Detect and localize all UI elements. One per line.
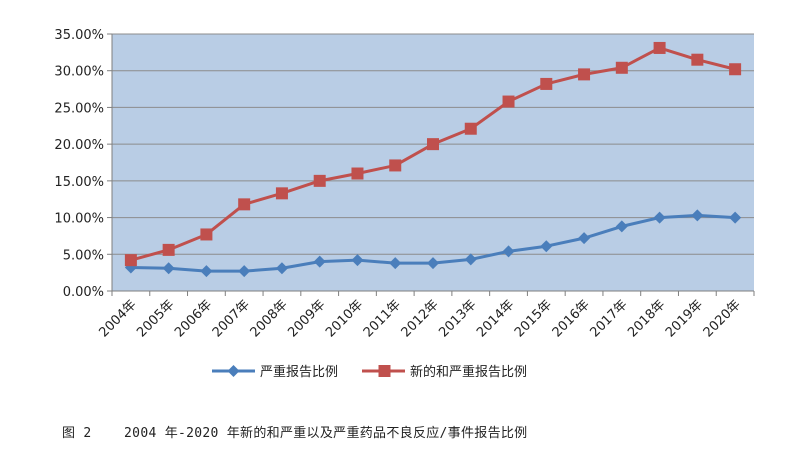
data-point-series-1 <box>313 255 326 268</box>
x-tick-label: 2019年 <box>663 297 706 340</box>
x-tick-label: 2011年 <box>361 297 404 340</box>
data-point-series-2 <box>275 187 288 200</box>
data-point-series-2 <box>389 159 402 172</box>
legend-label-series-2: 新的和严重报告比例 <box>410 364 527 380</box>
x-tick-label: 2012年 <box>399 297 442 340</box>
data-point-series-2 <box>238 198 251 211</box>
data-point-series-1 <box>275 262 288 275</box>
y-axis-ticks: 0.00% 5.00% 10.00% 15.00% 20.00% 25.00% 30.00%… <box>54 28 112 300</box>
data-point-series-1 <box>578 232 591 245</box>
data-point-series-2 <box>653 41 666 54</box>
x-tick-label: 2020年 <box>701 297 744 340</box>
x-tick-label: 2014年 <box>474 297 517 340</box>
data-point-series-1 <box>351 254 364 267</box>
data-point-series-1 <box>427 257 439 270</box>
y-tick-label: 5.00% <box>63 248 104 263</box>
figure-caption: 图 2 2004 年-2020 年新的和严重以及严重药品不良反应/事件报告比例 <box>62 426 528 441</box>
x-tick-label: 2005年 <box>134 297 177 340</box>
data-point-series-1 <box>653 211 666 224</box>
legend-label-series-1: 严重报告比例 <box>260 364 338 380</box>
x-tick-label: 2010年 <box>323 297 366 340</box>
data-point-series-2 <box>200 228 213 241</box>
data-point-series-2 <box>313 174 326 187</box>
data-point-series-2 <box>427 138 439 151</box>
x-tick-label: 2006年 <box>172 297 215 340</box>
data-point-series-2 <box>464 122 477 135</box>
x-tick-label: 2007年 <box>210 297 253 340</box>
data-point-series-1 <box>729 211 742 224</box>
x-axis-ticks: 2004年2005年2006年2007年2008年2009年2010年2011年… <box>97 291 755 340</box>
x-tick-label: 2017年 <box>587 297 630 340</box>
y-tick-label: 35.00% <box>54 28 104 43</box>
x-tick-label: 2008年 <box>248 297 291 340</box>
x-tick-label: 2015年 <box>512 297 555 340</box>
data-point-series-1 <box>200 265 213 278</box>
data-point-series-2 <box>351 167 364 180</box>
data-point-series-1 <box>615 220 628 233</box>
y-tick-label: 25.00% <box>54 101 104 116</box>
x-tick-label: 2016年 <box>550 297 593 340</box>
y-tick-label: 15.00% <box>54 175 104 190</box>
data-point-series-2 <box>578 68 591 81</box>
data-point-series-1 <box>540 240 553 253</box>
x-tick-label: 2009年 <box>285 297 328 340</box>
legend: 严重报告比例 新的和严重报告比例 <box>212 364 527 380</box>
data-point-series-2 <box>691 53 704 66</box>
data-point-series-1 <box>238 265 251 278</box>
y-tick-label: 30.00% <box>54 65 104 80</box>
data-point-series-1 <box>162 262 175 275</box>
data-point-series-1 <box>502 245 515 258</box>
series-group <box>124 41 742 278</box>
data-point-series-2 <box>615 61 628 74</box>
y-tick-label: 20.00% <box>54 138 104 153</box>
x-tick-label: 2013年 <box>436 297 479 340</box>
data-point-series-1 <box>464 253 477 266</box>
y-tick-label: 10.00% <box>54 212 104 227</box>
data-point-series-1 <box>691 209 704 222</box>
data-point-series-2 <box>162 243 175 256</box>
x-tick-label: 2018年 <box>625 297 668 340</box>
x-tick-label: 2004年 <box>97 297 140 340</box>
data-point-series-2 <box>124 254 137 267</box>
legend-marker-series-1 <box>227 365 240 377</box>
line-chart: 0.00% 5.00% 10.00% 15.00% 20.00% 25.00% 30.00%… <box>54 28 755 380</box>
plot-area <box>112 34 754 291</box>
gridlines <box>112 33 754 255</box>
data-point-series-2 <box>540 77 553 90</box>
data-point-series-1 <box>389 257 402 270</box>
legend-marker-series-2 <box>378 365 391 377</box>
data-point-series-2 <box>502 95 515 108</box>
data-point-series-2 <box>729 63 742 76</box>
y-tick-label: 0.00% <box>63 285 104 300</box>
